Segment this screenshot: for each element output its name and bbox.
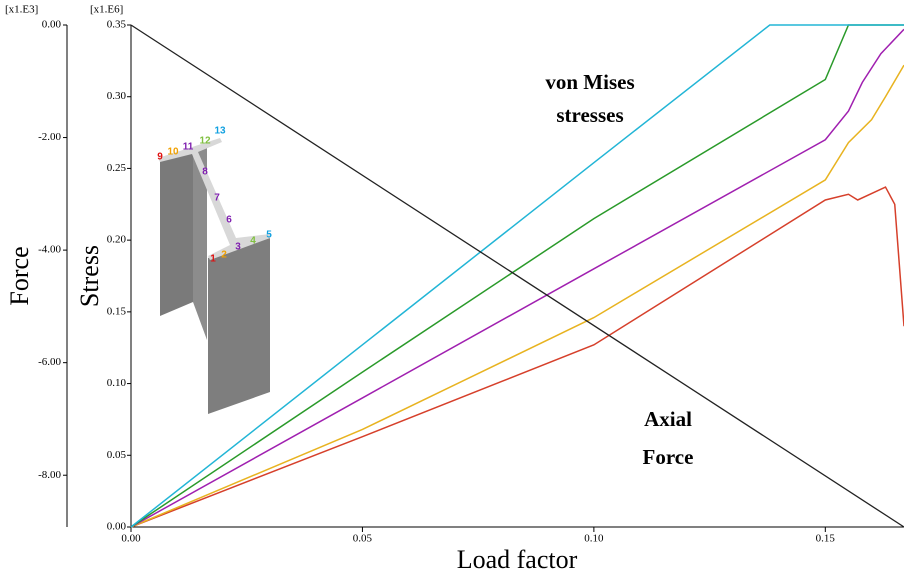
y-tick-label: 0.05: [107, 449, 127, 461]
y2-tick-label: 0.00: [42, 19, 62, 31]
y-multiplier: [x1.E6]: [90, 4, 123, 16]
x-tick-label: 0.15: [816, 533, 836, 545]
section-label: 4: [250, 236, 256, 247]
x-axis-label: Load factor: [457, 545, 578, 574]
section-label: 9: [157, 152, 163, 163]
section-label: 3: [235, 242, 241, 253]
y2-multiplier: [x1.E3]: [5, 4, 38, 16]
chart: Load factor Stress Force [x1.E6] [x1.E3]…: [0, 0, 904, 577]
y-tick-label: 0.25: [107, 162, 127, 174]
x-tick-label: 0.05: [353, 533, 373, 545]
y2-tick-label: -8.00: [38, 469, 61, 481]
section-drawing: [158, 138, 270, 414]
x-tick-label: 0.00: [121, 533, 141, 545]
section-label: 13: [214, 126, 226, 137]
section-label: 6: [226, 215, 232, 226]
y-tick-label: 0.10: [107, 377, 127, 389]
section-label: 12: [199, 136, 211, 147]
y-tick-label: 0.35: [107, 19, 127, 31]
y2-tick-label: -2.00: [38, 131, 61, 143]
y-tick-label: 0.30: [107, 90, 127, 102]
section-label: 2: [221, 250, 227, 261]
y2-tick-label: -6.00: [38, 356, 61, 368]
section-label: 1: [210, 254, 216, 265]
section-label: 8: [202, 167, 208, 178]
y-tick-label: 0.00: [107, 521, 127, 533]
x-tick-label: 0.10: [584, 533, 604, 545]
section-label: 5: [266, 230, 272, 241]
y2-tick-label: -4.00: [38, 244, 61, 256]
y-axis-label: Stress: [75, 245, 104, 307]
y2-axis-label: Force: [5, 246, 34, 305]
y-tick-label: 0.15: [107, 305, 127, 317]
section-label: 7: [214, 193, 220, 204]
y-tick-label: 0.20: [107, 234, 127, 246]
section-label: 10: [167, 147, 179, 158]
section-label: 11: [183, 142, 194, 153]
